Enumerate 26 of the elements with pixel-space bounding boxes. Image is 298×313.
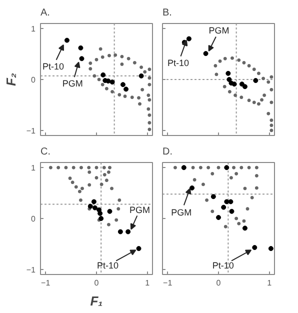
annotation: Pt-10 <box>212 260 234 270</box>
x-tick-label: 1 <box>267 278 272 288</box>
chart-title: C. <box>40 146 50 158</box>
x-tick-label: 0 <box>94 278 100 288</box>
y-tick-label: −1 <box>26 126 36 136</box>
chart-title: D. <box>162 146 172 158</box>
y-axis-title: F₂ <box>3 73 18 86</box>
annotation: Pt-10 <box>168 58 190 68</box>
y-tick-label: 1 <box>31 164 36 173</box>
annotation: PGM <box>130 204 150 215</box>
y-tick-label: 0 <box>31 76 36 84</box>
y-tick-label: −1 <box>26 265 36 274</box>
chart-title: B. <box>162 8 172 18</box>
x-tick-label: 0 <box>216 278 222 288</box>
annotation: PGM <box>171 207 192 218</box>
x-axis-title: F₁ <box>90 294 103 308</box>
x-tick-label: −1 <box>41 278 51 288</box>
x-tick-label: −1 <box>163 278 173 288</box>
y-tick-label: 0 <box>31 214 36 224</box>
annotation: PGM <box>208 26 230 36</box>
annotation: Pt-10 <box>42 61 64 72</box>
annotation: Pt-10 <box>96 260 118 270</box>
y-tick-label: 1 <box>31 24 36 34</box>
chart-title: A. <box>40 8 50 18</box>
annotation: PGM <box>62 78 83 89</box>
x-tick-label: 1 <box>145 278 150 288</box>
